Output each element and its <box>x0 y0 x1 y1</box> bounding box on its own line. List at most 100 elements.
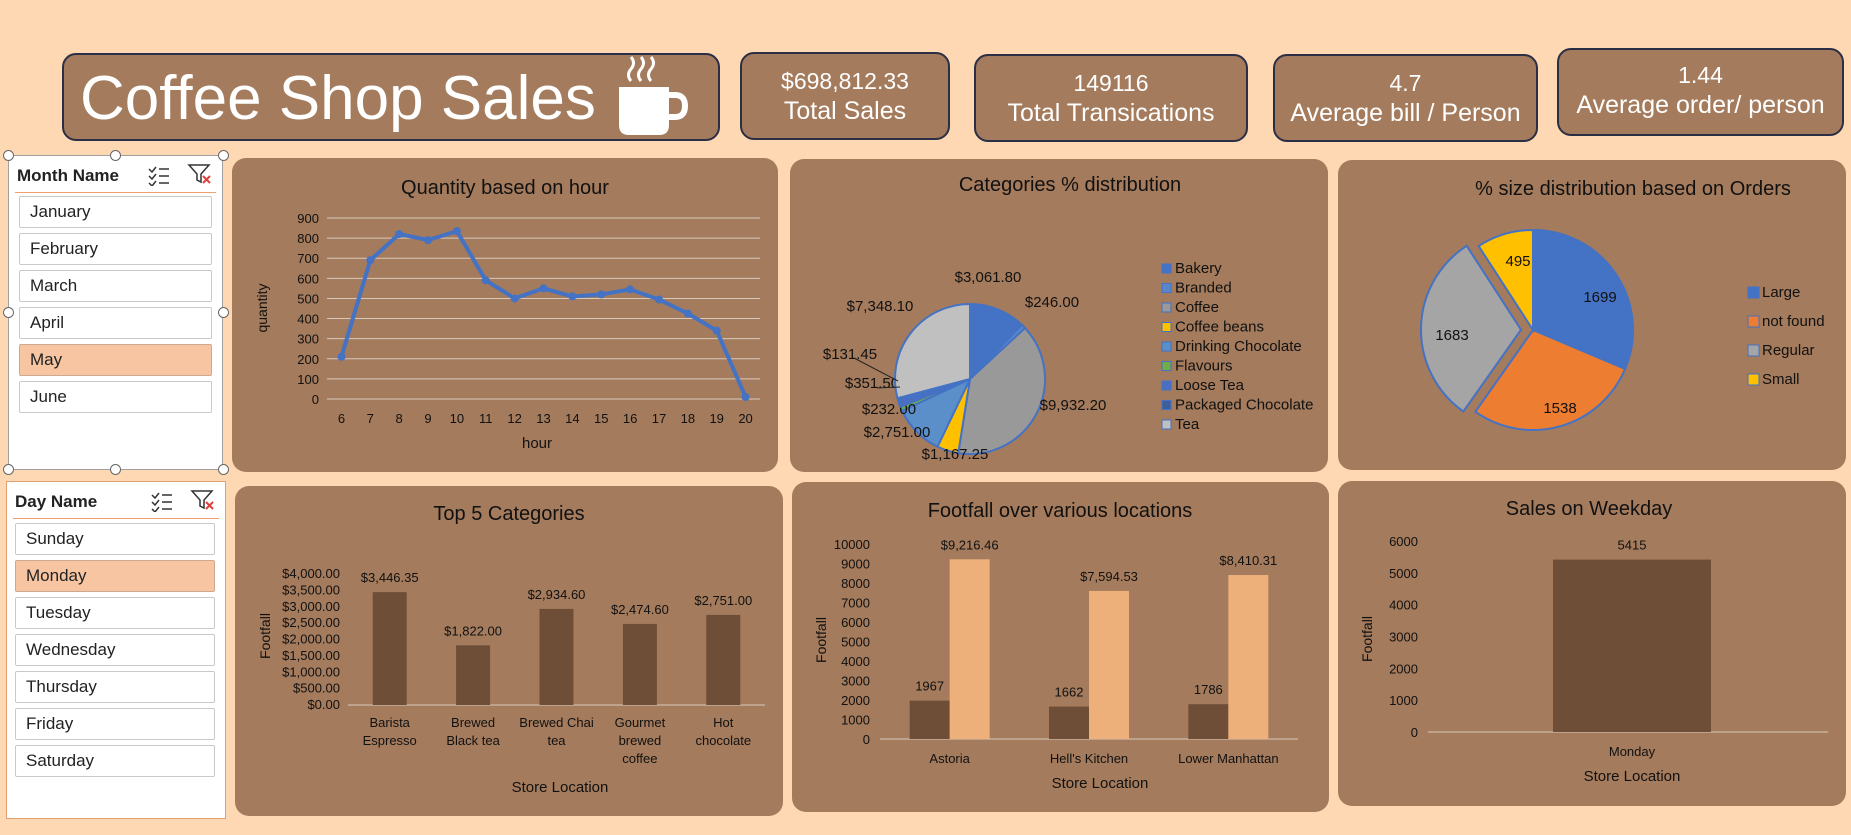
legend-swatch <box>1747 344 1760 357</box>
y-tick-label: 7000 <box>841 596 870 611</box>
slicer-item-monday[interactable]: Monday <box>15 560 215 592</box>
month-slicer: Month Name January February March April … <box>8 155 223 470</box>
clear-filter-icon[interactable] <box>187 162 213 186</box>
y-tick-label: $1,000.00 <box>282 664 340 679</box>
y-tick-label: $2,500.00 <box>282 615 340 630</box>
data-label: $9,932.20 <box>1040 397 1107 414</box>
kpi-label: Average bill / Person <box>1290 99 1521 127</box>
legend-swatch <box>1747 373 1760 386</box>
kpi-value: 4.7 <box>1389 70 1422 96</box>
legend-swatch <box>1747 315 1760 328</box>
data-point <box>395 230 404 239</box>
legend-swatch <box>1161 322 1172 332</box>
data-label: 1538 <box>1543 400 1576 417</box>
bar <box>1089 590 1129 739</box>
resize-handle[interactable] <box>110 464 121 475</box>
data-point <box>452 227 461 236</box>
data-point <box>539 284 548 293</box>
resize-handle[interactable] <box>218 150 229 161</box>
kpi-average-bill: 4.7 Average bill / Person <box>1273 54 1538 142</box>
data-label: $2,474.60 <box>611 602 669 617</box>
multi-select-icon[interactable] <box>147 164 171 186</box>
y-tick-label: 800 <box>297 231 319 246</box>
x-axis-label: Store Location <box>1584 768 1681 785</box>
slicer-item-april[interactable]: April <box>19 307 212 339</box>
legend-label: Packaged Chocolate <box>1175 397 1313 414</box>
y-tick-label: 8000 <box>841 576 870 591</box>
kpi-value: 1.44 <box>1678 62 1723 88</box>
y-tick-label: $3,000.00 <box>282 599 340 614</box>
pie-slice <box>957 326 1046 455</box>
weekday-sales-bar-chart: Sales on Weekday 0 1000 2000 3000 4000 5000 600… <box>1359 498 1828 785</box>
dashboard-title-box: Coffee Shop Sales <box>62 53 720 141</box>
data-label: $3,061.80 <box>955 269 1022 286</box>
y-tick-label: 4000 <box>841 654 870 669</box>
y-tick-label: 5000 <box>1389 566 1418 581</box>
resize-handle[interactable] <box>218 307 229 318</box>
kpi-value: $698,812.33 <box>781 68 909 94</box>
slicer-item-wednesday[interactable]: Wednesday <box>15 634 215 666</box>
resize-handle[interactable] <box>218 464 229 475</box>
leader-line <box>876 386 901 389</box>
x-axis-label: hour <box>522 435 552 452</box>
x-axis-label: Store Location <box>512 779 609 796</box>
y-axis-label: Footfall <box>813 617 829 663</box>
location-footfall-panel: Footfall over various locations 0 1000 2000… <box>792 482 1329 812</box>
data-label: 495 <box>1505 253 1530 270</box>
data-point <box>424 236 433 245</box>
slicer-item-june[interactable]: June <box>19 381 212 413</box>
slicer-item-thursday[interactable]: Thursday <box>15 671 215 703</box>
data-label: $2,751.00 <box>864 424 931 441</box>
data-label: 1662 <box>1055 685 1084 700</box>
clear-filter-icon[interactable] <box>190 488 216 512</box>
slicer-divider <box>15 192 216 193</box>
data-label: 1683 <box>1435 327 1468 344</box>
data-point <box>683 309 692 318</box>
slicer-item-may[interactable]: May <box>19 344 212 376</box>
bar <box>1049 706 1089 739</box>
y-tick-label: $4,000.00 <box>282 566 340 581</box>
bar <box>622 623 657 705</box>
y-tick-label: 1000 <box>841 713 870 728</box>
data-label: $2,934.60 <box>528 587 586 602</box>
legend-label: Coffee <box>1175 299 1219 316</box>
x-tick-label: 7 <box>367 411 374 426</box>
slicer-item-february[interactable]: February <box>19 233 212 265</box>
resize-handle[interactable] <box>3 307 14 318</box>
data-point <box>337 352 346 361</box>
legend-swatch <box>1747 286 1760 299</box>
y-tick-label: 0 <box>863 732 870 747</box>
slicer-item-sunday[interactable]: Sunday <box>15 523 215 555</box>
multi-select-icon[interactable] <box>150 490 174 512</box>
slicer-item-saturday[interactable]: Saturday <box>15 745 215 777</box>
legend-swatch <box>1161 419 1172 430</box>
x-tick-label: Hell's Kitchen <box>1050 751 1128 766</box>
slicer-item-january[interactable]: January <box>19 196 212 228</box>
legend-label: Flavours <box>1175 358 1233 375</box>
x-tick-label: Hot chocolate <box>695 715 751 748</box>
legend-label: Branded <box>1175 280 1232 297</box>
legend-swatch <box>1161 380 1172 391</box>
size-distribution-pie-chart: % size distribution based on Orders 1699 1… <box>1420 178 1825 431</box>
x-tick-label: 16 <box>623 411 637 426</box>
resize-handle[interactable] <box>3 150 14 161</box>
coffee-cup-icon <box>619 56 689 135</box>
slicer-item-tuesday[interactable]: Tuesday <box>15 597 215 629</box>
slicer-item-march[interactable]: March <box>19 270 212 302</box>
legend-label: Regular <box>1762 342 1815 359</box>
data-point <box>510 294 519 303</box>
hourly-quantity-panel: Quantity based on hour 0 100 200 300 400 500 60… <box>232 158 778 472</box>
resize-handle[interactable] <box>3 464 14 475</box>
y-tick-label: 5000 <box>841 635 870 650</box>
legend-label: Small <box>1762 371 1800 388</box>
y-tick-label: 9000 <box>841 557 870 572</box>
resize-handle[interactable] <box>110 150 121 161</box>
slicer-item-friday[interactable]: Friday <box>15 708 215 740</box>
pie-slice <box>1473 328 1627 431</box>
data-point <box>597 290 606 299</box>
y-tick-label: 2000 <box>1389 661 1418 676</box>
y-tick-label: 0 <box>1411 725 1418 740</box>
x-tick-label: 9 <box>424 411 431 426</box>
pie-slice <box>1477 228 1534 334</box>
pie-slice <box>1420 244 1523 413</box>
